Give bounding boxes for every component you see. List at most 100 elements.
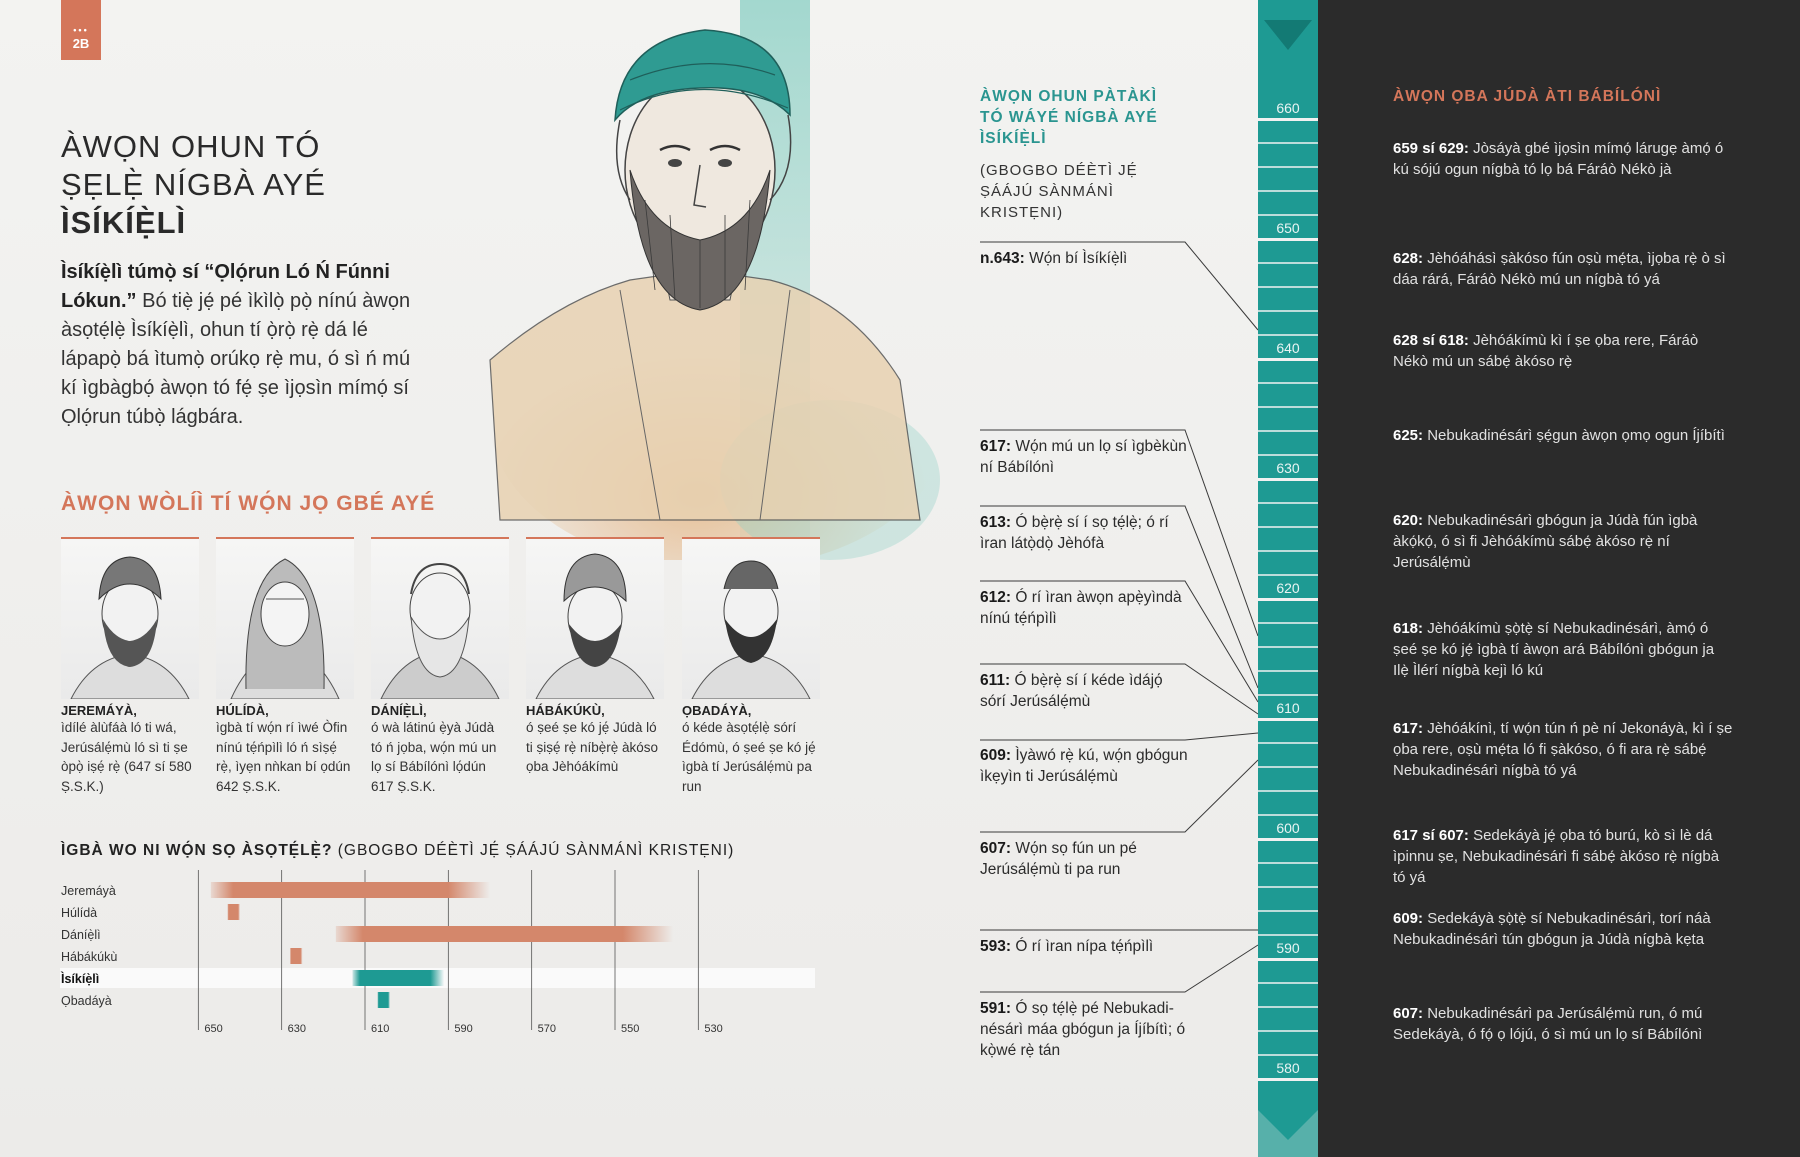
timeline-year-label: 580 xyxy=(1276,1060,1300,1076)
chart-bar xyxy=(290,948,303,964)
chart-tick-label: 550 xyxy=(621,1023,639,1035)
prophet-description: ó wà látinú ẹ̀yà Júdà tó ń jọba, wọ́n mú… xyxy=(371,720,497,794)
prophet-card-huldah: HÚLÍDÀ, ìgbà tí wọ́n rí ìwé Òfin nínú tẹ… xyxy=(216,537,354,796)
prophet-name: ỌBADÁYÀ, xyxy=(682,703,752,718)
page-title: ÀWỌN OHUN TÓ ṢẸLẸ̀ NÍGBÀ AYÉ ÌSÍKÍẸ̀LÌ xyxy=(61,128,326,242)
timeline-tick xyxy=(1258,166,1318,168)
prophet-portrait xyxy=(526,537,664,699)
prophet-name: JEREMÁYÀ, xyxy=(61,703,137,718)
ezekiel-event-text: Wọ́n bí Ìsíkíẹ̀lì xyxy=(1024,250,1128,267)
ezekiel-connector-line xyxy=(980,759,1259,833)
chart-series-label: Ìsíkíẹ̀lì xyxy=(60,971,99,986)
chart-tick-label: 590 xyxy=(454,1023,472,1035)
ezekiel-event-date: 591: xyxy=(980,1000,1012,1017)
prophet-description: ó kéde àsọtẹ́lẹ̀ sórí Édómù, ó ṣeé ṣe kó… xyxy=(682,720,816,794)
timeline-year-label: 630 xyxy=(1276,460,1300,476)
timeline-arrows xyxy=(1258,20,1318,1157)
chart-bar xyxy=(227,904,240,920)
chart-series-label: Jeremáyà xyxy=(61,884,116,898)
habakkuk-portrait-icon xyxy=(535,553,655,699)
page-tag-number: 2B xyxy=(72,36,90,51)
ezekiel-event-date: n.643: xyxy=(980,250,1025,267)
timeline-tick xyxy=(1258,454,1318,456)
chart-bar xyxy=(210,882,491,898)
timeline-year-label: 640 xyxy=(1276,340,1300,356)
king-event-text: Sedekáyà ṣọ̀tẹ̀ sí Nebukadinésárì, torí … xyxy=(1393,910,1711,948)
page-tag: ••• 2B xyxy=(61,0,101,60)
ezekiel-portrait-illustration xyxy=(489,0,950,560)
king-event-text: Jòsáyà gbé ìjọsìn mímọ́ lárugẹ àmọ́ ó kú… xyxy=(1393,140,1724,178)
timeline-tick xyxy=(1258,862,1318,864)
timeline-tick xyxy=(1258,406,1318,408)
timeline-tick xyxy=(1258,286,1318,288)
intro-text: Bó tiẹ̀ jẹ́ pé ìkìlọ̀ pọ̀ nínú àwọn àsọt… xyxy=(61,290,411,428)
timeline-tick xyxy=(1258,382,1318,384)
timeline-tick xyxy=(1258,1054,1318,1056)
chart-series-label: Ọbadáyà xyxy=(61,994,112,1008)
chart-series-label: Hábákúkù xyxy=(61,950,117,964)
ezekiel-event-text: Wọ́n mú un lọ sí ìgbèkùn ní Bábílónì xyxy=(980,438,1187,476)
prophet-name: HÚLÍDÀ, xyxy=(216,703,269,718)
intro-paragraph: Ìsíkíẹ̀lì túmọ̀ sí “Ọlọ́run Ló Ń Fúnni L… xyxy=(61,258,431,432)
prophet-portrait xyxy=(216,537,354,699)
king-event-text: Jèhóákímù kì í ṣe ọba rere, Fáráò Nékò m… xyxy=(1393,332,1699,370)
jeremiah-portrait-icon xyxy=(70,556,190,699)
daniel-portrait-icon xyxy=(380,562,500,699)
timeline-tick xyxy=(1258,646,1318,648)
ezekiel-event-date: 612: xyxy=(980,589,1012,606)
timeline-tick xyxy=(1258,430,1318,432)
prophet-description: ìgbà tí wọ́n rí ìwé Òfin nínú tẹ́ńpìlì l… xyxy=(216,720,351,794)
timeline-tick xyxy=(1258,238,1318,241)
timeline-tick xyxy=(1258,694,1318,696)
ezekiel-event: 593: Ó rí ìran nípa tẹ́ńpìlì xyxy=(980,936,1190,957)
ezekiel-connector-line xyxy=(980,663,1259,715)
king-event: 617: Jèhóákínì, tí wọ́n tún ń pè ní Jeko… xyxy=(1393,718,1733,781)
king-event-text: Nebukadinésárì pa Jerúsálẹ́mù run, ó mú … xyxy=(1393,1005,1703,1043)
timeline-tick xyxy=(1258,190,1318,192)
king-event-date: 607: xyxy=(1393,1005,1424,1022)
kings-panel xyxy=(1318,0,1800,1157)
timeline-tick xyxy=(1258,142,1318,144)
timeline-tick xyxy=(1258,598,1318,601)
king-event: 620: Nebukadinésárì gbógun ja Júdà fún ì… xyxy=(1393,510,1733,573)
prophet-timeline-chart: 650 630 610 590 570 550 530 Jeremáyà Húlídà Dáníẹ… xyxy=(60,870,815,1035)
king-event-date: 628: xyxy=(1393,250,1424,267)
ezekiel-connector-line xyxy=(980,241,1259,331)
chart-bar xyxy=(377,992,390,1008)
king-event: 609: Sedekáyà ṣọ̀tẹ̀ sí Nebukadinésárì, … xyxy=(1393,908,1733,950)
page-tag-dots: ••• xyxy=(73,25,89,35)
timeline-year-label: 600 xyxy=(1276,820,1300,836)
timeline-tick xyxy=(1258,334,1318,336)
chart-title-rest: (GBOGBO DÉÈTÌ JẸ́ ṢÁÁJÚ SÀNMÁNÌ KRISTẸNI… xyxy=(332,842,735,859)
intro-bold: Ìsíkíẹ̀lì túmọ̀ sí “Ọlọ́run Ló Ń Fúnni L… xyxy=(61,261,390,312)
king-event-text: Nebukadinésárì gbógun ja Júdà fún ìgbà à… xyxy=(1393,512,1698,571)
king-event: 617 sí 607: Sedekáyà jẹ́ ọba tó burú, kò… xyxy=(1393,825,1733,888)
huldah-portrait-icon xyxy=(230,558,340,699)
kings-heading: ÀWỌN ỌBA JÚDÀ ÀTI BÁBÍLÓNÌ xyxy=(1393,88,1662,105)
king-event-date: 620: xyxy=(1393,512,1424,529)
king-event-date: 617 sí 607: xyxy=(1393,827,1469,844)
timeline-tick xyxy=(1258,358,1318,361)
ezekiel-event: 609: Ìyàwó rẹ̀ kú, wọ́n gbógun ìkẹyìn ti… xyxy=(980,745,1190,787)
king-event-date: 609: xyxy=(1393,910,1424,927)
prophet-card-habakkuk: HÁBÁKÚKÙ, ó ṣeé ṣe kó jẹ́ Júdà ló ti ṣiṣ… xyxy=(526,537,664,777)
ezekiel-connector-line xyxy=(980,944,1259,993)
ezekiel-event-date: 607: xyxy=(980,840,1012,857)
ezekiel-event-date: 617: xyxy=(980,438,1012,455)
king-event: 607: Nebukadinésárì pa Jerúsálẹ́mù run, … xyxy=(1393,1003,1733,1045)
timeline-tick xyxy=(1258,910,1318,912)
chart-bar xyxy=(335,926,674,942)
timeline-tick xyxy=(1258,622,1318,624)
king-event-date: 628 sí 618: xyxy=(1393,332,1469,349)
ezekiel-event: 607: Wọ́n sọ fún un pé Jerúsálẹ́mù ti pa… xyxy=(980,838,1190,880)
timeline-tick xyxy=(1258,934,1318,936)
king-event-date: 617: xyxy=(1393,720,1424,737)
ezekiel-event-text: Ó rí ìran àwọn apẹ̀yìndà nínú tẹ́ńpìlì xyxy=(980,589,1182,627)
prophet-card-obadiah: ỌBADÁYÀ, ó kéde àsọtẹ́lẹ̀ sórí Édómù, ó … xyxy=(682,537,820,796)
timeline-tick xyxy=(1258,958,1318,961)
timeline-tick xyxy=(1258,1078,1318,1081)
king-event-date: 618: xyxy=(1393,620,1424,637)
timeline-tick xyxy=(1258,838,1318,841)
king-event: 618: Jèhóákímù ṣọ̀tẹ̀ sí Nebukadinésárì,… xyxy=(1393,618,1733,681)
